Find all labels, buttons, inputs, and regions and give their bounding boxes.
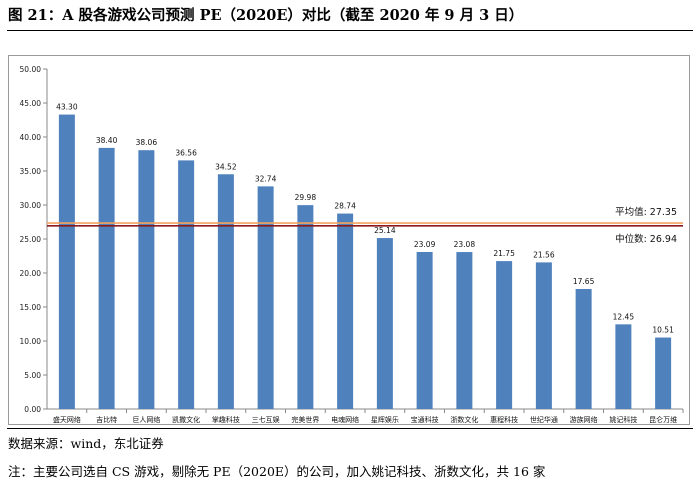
bar: [615, 324, 632, 409]
x-tick-label: 掌趣科技: [212, 415, 240, 424]
x-tick-label: 星辉娱乐: [371, 415, 399, 424]
data-label: 21.75: [493, 249, 515, 258]
y-tick-label: 15.00: [20, 303, 42, 312]
x-tick-label: 昆仑万维: [649, 415, 677, 424]
y-tick-label: 0.00: [24, 405, 41, 414]
data-label: 28.74: [334, 202, 356, 211]
reference-label-median: 中位数: 26.94: [615, 233, 677, 245]
data-label: 34.52: [215, 162, 237, 171]
bar: [655, 337, 672, 409]
bar: [496, 261, 513, 409]
y-tick-label: 25.00: [20, 235, 42, 244]
x-tick-label: 惠程科技: [490, 415, 518, 424]
figure-title: 图 21：A 股各游戏公司预测 PE（2020E）对比（截至 2020 年 9 …: [8, 7, 524, 24]
bar: [217, 174, 234, 409]
data-label: 38.40: [96, 136, 118, 145]
x-tick-label: 完美世界: [291, 415, 319, 424]
bar: [575, 288, 592, 409]
y-tick-label: 45.00: [20, 99, 42, 108]
y-tick-label: 50.00: [20, 65, 42, 74]
data-label: 43.30: [56, 103, 78, 112]
data-label: 25.14: [374, 226, 396, 235]
x-tick-label: 巨人网络: [132, 415, 160, 424]
title-rule: [7, 30, 693, 31]
pe-bar-chart: 0.00 5.00 10.00 15.00 20.00 25.00 30.00 35.00 40…: [20, 65, 684, 424]
data-label: 32.74: [255, 174, 277, 183]
bar: [138, 150, 155, 409]
x-tick-label: 盛天网络: [53, 415, 81, 424]
bar: [257, 186, 274, 409]
data-label: 12.45: [613, 312, 635, 321]
data-label: 38.06: [136, 138, 158, 147]
data-label: 23.09: [414, 240, 436, 249]
note-text: 注：主要公司选自 CS 游戏，剔除无 PE（2020E）的公司，加入姚记科技、浙…: [8, 464, 546, 479]
x-tick-label: 宝通科技: [411, 415, 439, 424]
data-label: 10.51: [652, 326, 674, 335]
x-tick-label: 浙数文化: [450, 415, 478, 424]
y-tick-label: 40.00: [20, 133, 42, 142]
y-tick-label: 35.00: [20, 167, 42, 176]
bar: [297, 205, 314, 409]
bar: [416, 251, 433, 409]
x-tick-label: 吉比特: [96, 415, 117, 424]
x-tick-label: 姚记科技: [609, 415, 637, 424]
data-label: 29.98: [295, 193, 317, 202]
x-tick-label: 电魂网络: [331, 415, 359, 424]
bar: [178, 160, 195, 409]
data-label: 23.08: [454, 240, 476, 249]
bar: [376, 238, 393, 409]
y-tick-label: 30.00: [20, 201, 42, 210]
reference-label-mean: 平均值: 27.35: [615, 206, 677, 218]
bar: [58, 114, 75, 409]
x-tick-label: 凯撒文化: [172, 415, 200, 424]
x-tick-label: 三七互娱: [252, 415, 280, 424]
chart-frame: [8, 55, 690, 425]
data-label: 21.56: [533, 250, 555, 259]
bar: [535, 262, 552, 409]
bar: [337, 213, 354, 409]
data-label: 17.65: [573, 277, 595, 286]
bar: [456, 252, 473, 409]
source-text: 数据来源：wind，东北证券: [8, 436, 164, 451]
bar: [98, 147, 115, 409]
source-rule: [7, 428, 693, 429]
y-tick-label: 10.00: [20, 337, 42, 346]
y-tick-label: 20.00: [20, 269, 42, 278]
y-tick-label: 5.00: [24, 371, 41, 380]
x-tick-label: 游族网络: [570, 415, 598, 424]
data-label: 36.56: [175, 148, 197, 157]
x-tick-label: 世纪华通: [530, 415, 558, 424]
